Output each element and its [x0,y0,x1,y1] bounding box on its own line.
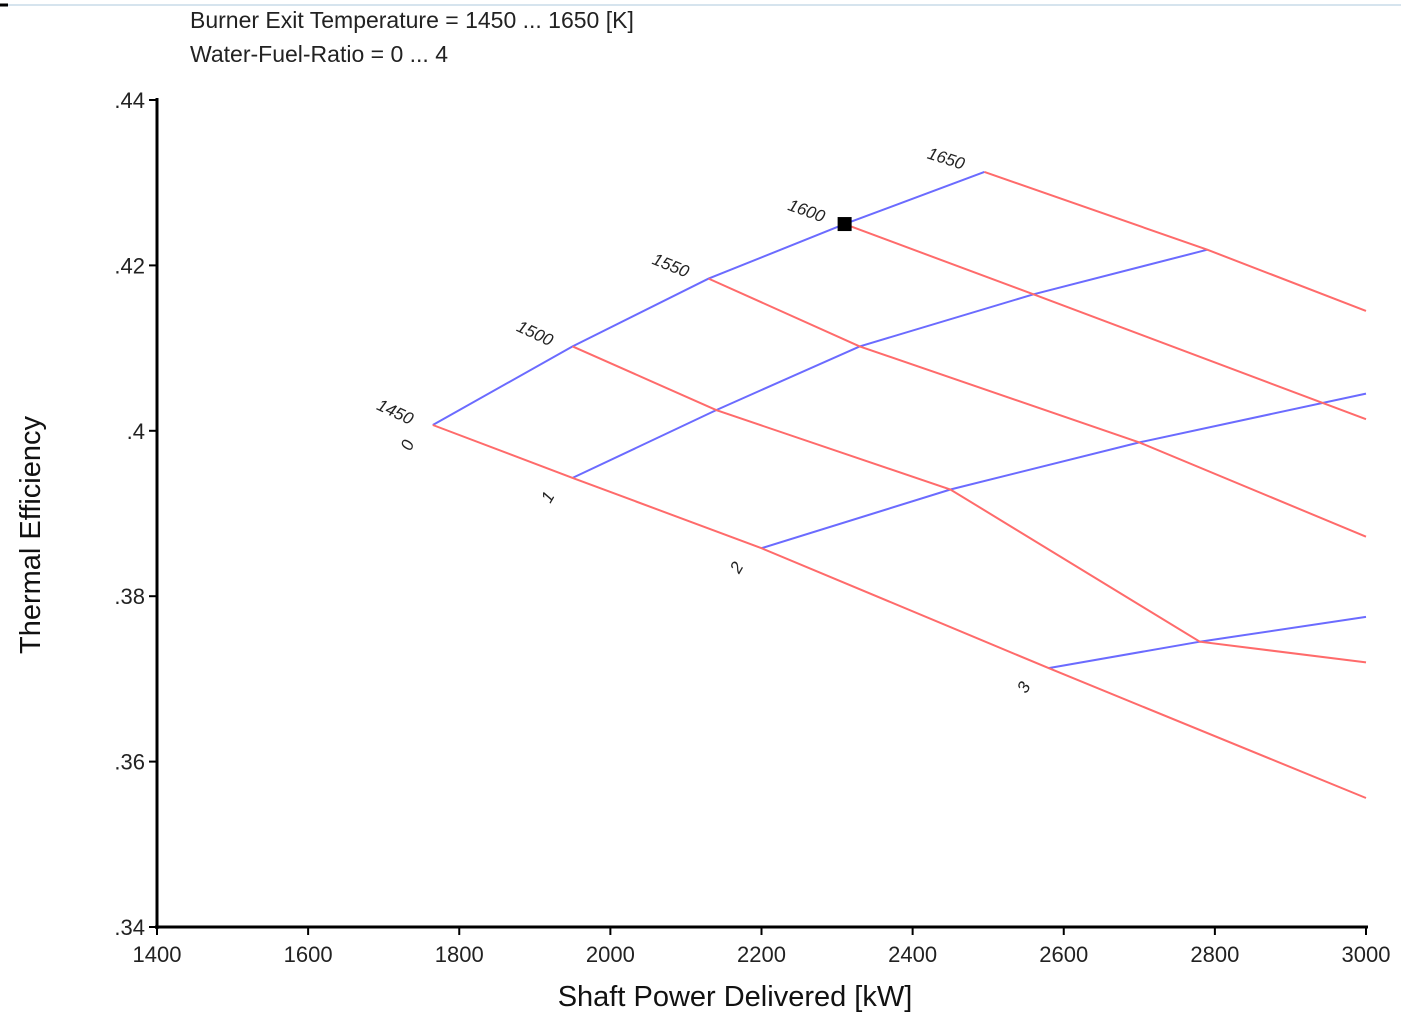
series-line-burner-temperature-1500 [572,345,1367,664]
x-tick-label: 3000 [1342,942,1391,967]
x-tick-label: 2000 [586,942,635,967]
x-tick-label: 1800 [435,942,484,967]
curve-label-1650: 1650 [925,144,967,174]
curve-label-1450: 1450 [374,395,417,428]
y-tick-label: .4 [127,419,145,444]
curve-label-3: 3 [1013,678,1034,696]
series-line-water-fuel-ratio-0 [432,170,985,426]
header-line-0: Burner Exit Temperature = 1450 ... 1650 … [190,7,634,33]
chart-header: Burner Exit Temperature = 1450 ... 1650 … [190,7,634,67]
x-tick-label: 1600 [284,942,333,967]
tick-layer: 1400 1600 1800 2000 2200 2400 2600 2800 3000 .34.… [114,88,1390,967]
series-line-burner-temperature-1550 [708,277,1367,538]
series-line-water-fuel-ratio-2 [761,392,1367,550]
series-layer [432,170,1367,799]
x-tick-label: 2400 [888,942,937,967]
y-tick-label: .38 [114,584,145,609]
header-line-1: Water-Fuel-Ratio = 0 ... 4 [190,41,448,67]
curve-label-0: 0 [397,437,418,453]
y-axis-title: Thermal Efficiency [15,416,47,654]
series-line-water-fuel-ratio-1 [572,248,1208,479]
x-tick-label: 1400 [133,942,182,967]
x-axis-title: Shaft Power Delivered [kW] [558,981,913,1013]
x-tick-label: 2200 [737,942,786,967]
series-line-burner-temperature-1650 [984,170,1367,312]
y-tick-label: .42 [114,253,145,278]
x-tick-label: 2800 [1190,942,1239,967]
x-tick-label: 2600 [1039,942,1088,967]
curve-label-2: 2 [726,558,748,577]
series-line-burner-temperature-1600 [844,223,1367,421]
series-line-burner-temperature-1450 [432,424,1367,799]
axes [0,3,1401,929]
curve-label-1: 1 [537,488,558,506]
curve-label-1500: 1500 [514,317,557,350]
y-tick-label: .44 [114,88,145,113]
curve-label-1550: 1550 [650,250,693,282]
curve-label-1600: 1600 [785,195,828,226]
y-tick-label: .36 [114,750,145,775]
annotation-layer: 1450 1500 1550 1600 1650 0 1 2 3 [374,144,1035,696]
design-point-marker [837,217,852,232]
y-tick-label: .34 [114,915,145,940]
